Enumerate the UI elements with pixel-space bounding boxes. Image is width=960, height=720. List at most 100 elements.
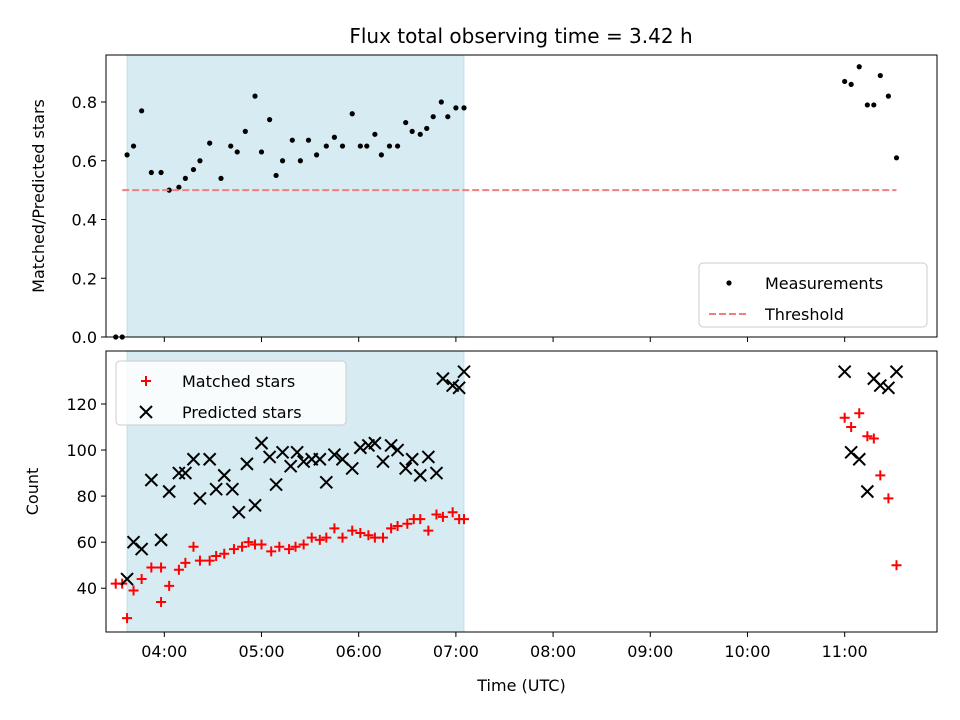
predicted-point (232, 505, 246, 519)
predicted-point (873, 378, 888, 393)
matched-point (228, 544, 239, 555)
predicted-point (852, 452, 866, 466)
measurement-point (305, 137, 312, 143)
predicted-point (269, 477, 283, 492)
predicted-point (429, 466, 444, 480)
predicted-point (134, 542, 149, 556)
predicted-point (283, 459, 298, 473)
measurement-point (207, 140, 213, 146)
legend-swatch (726, 280, 732, 286)
measurement-point (877, 72, 883, 79)
measurement-point (139, 108, 145, 114)
measurement-point (424, 125, 430, 132)
predicted-point (154, 533, 168, 547)
matched-point (284, 544, 295, 555)
matched-point (173, 564, 184, 575)
matched-point (136, 574, 147, 585)
matched-point (298, 539, 309, 550)
matched-point (243, 537, 254, 548)
legend-label: Threshold (764, 305, 844, 324)
predicted-point (193, 491, 207, 506)
measurement-point (339, 143, 346, 149)
matched-point (355, 527, 366, 538)
predicted-point (452, 381, 466, 395)
y-tick-label: 0.4 (72, 211, 97, 230)
y-tick-label: 120 (66, 395, 97, 414)
matched-point (386, 523, 397, 534)
predicted-point (398, 461, 413, 476)
measurement-point (438, 99, 444, 105)
matched-point (128, 585, 139, 596)
matched-point (156, 597, 167, 608)
matched-point (321, 532, 332, 543)
matched-point (447, 507, 458, 518)
predicted-point (217, 468, 231, 483)
axes-frame (105, 54, 938, 338)
measurement-point (182, 175, 188, 181)
matched-point (437, 511, 448, 522)
predicted-point (162, 484, 176, 499)
predicted-point (319, 475, 334, 489)
x-tick-label: 08:00 (530, 642, 576, 661)
measurement-point (289, 137, 295, 143)
matched-point (891, 560, 902, 571)
matched-point (188, 541, 199, 552)
matched-point (194, 555, 205, 566)
y-tick-label: 40 (77, 579, 97, 598)
legend-box (698, 262, 928, 328)
predicted-point (202, 452, 217, 466)
predicted-point (178, 466, 193, 480)
matched-point (274, 541, 285, 552)
measurement-point (313, 152, 320, 158)
measurement-point (124, 152, 130, 158)
matched-point (883, 493, 894, 504)
y-tick-label: 60 (77, 533, 97, 552)
matched-point (862, 431, 873, 442)
predicted-point (254, 436, 269, 450)
measurement-point (357, 143, 363, 149)
measurement-point (378, 152, 384, 158)
matched-point (164, 580, 175, 591)
predicted-point (275, 445, 290, 460)
chart-title: Flux total observing time = 3.42 h (349, 24, 692, 48)
matched-point (875, 470, 886, 481)
legend-swatch (139, 405, 153, 419)
measurement-point (258, 149, 265, 155)
measurement-point (252, 93, 258, 99)
predicted-point (376, 454, 390, 469)
measurement-point (297, 158, 303, 164)
matched-point (204, 555, 215, 566)
measurement-point (234, 149, 240, 155)
measurement-point (130, 143, 137, 149)
matched-point (122, 613, 133, 624)
measurement-point (349, 111, 355, 117)
predicted-point (860, 484, 875, 499)
matched-point (306, 532, 317, 543)
matched-point (237, 541, 248, 552)
series-predicted-stars (120, 365, 904, 586)
predicted-point (837, 365, 852, 379)
measurement-point (864, 102, 870, 108)
y-tick-label: 0.6 (72, 152, 97, 171)
predicted-point (457, 365, 471, 379)
matched-point (431, 509, 442, 520)
y-tick-label: 0.0 (72, 328, 97, 347)
matched-point (337, 532, 348, 543)
measurement-point (409, 128, 415, 134)
legend: Matched stars Predicted stars (115, 360, 347, 426)
matched-point (363, 530, 374, 541)
measurement-point (842, 78, 848, 85)
y-tick-label: 0.8 (72, 93, 97, 112)
legend: Measurements Threshold (698, 262, 928, 328)
shaded-span (126, 54, 465, 338)
matched-point (854, 408, 865, 419)
predicted-point (405, 452, 419, 466)
measurement-point (372, 131, 378, 137)
legend-label: Matched stars (182, 372, 295, 391)
measurement-point (279, 158, 286, 164)
measurement-point (386, 143, 393, 149)
matched-point (180, 557, 191, 568)
matched-point (378, 532, 388, 543)
predicted-point (889, 365, 904, 379)
matched-point (156, 562, 167, 573)
